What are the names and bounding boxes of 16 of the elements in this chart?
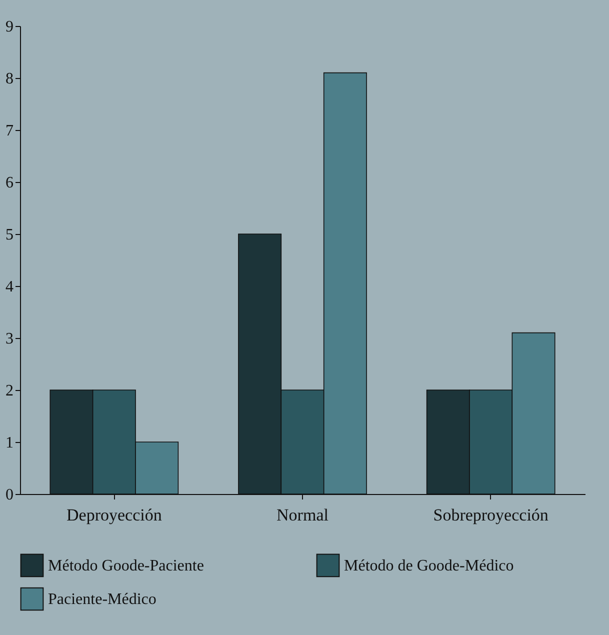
y-tick-label: 7 [6, 122, 14, 140]
y-tick-label: 0 [6, 486, 14, 504]
x-tick-label: Deproyección [66, 506, 162, 524]
legend-label: Método de Goode-Médico [344, 557, 514, 574]
y-tick-label: 3 [6, 330, 14, 348]
y-tick-label: 9 [6, 18, 14, 36]
y-tick-label: 5 [6, 226, 14, 244]
y-tick-label: 4 [6, 278, 14, 296]
legend-label: Método Goode-Paciente [48, 557, 204, 574]
y-tick-label: 8 [6, 70, 14, 88]
legend-label: Paciente-Médico [48, 591, 156, 608]
y-tick-label: 1 [6, 434, 14, 452]
x-tick-label: Normal [276, 506, 329, 524]
x-tick-label: Sobreproyección [433, 506, 549, 524]
y-tick-label: 6 [6, 174, 14, 192]
y-tick-label: 2 [6, 382, 14, 400]
